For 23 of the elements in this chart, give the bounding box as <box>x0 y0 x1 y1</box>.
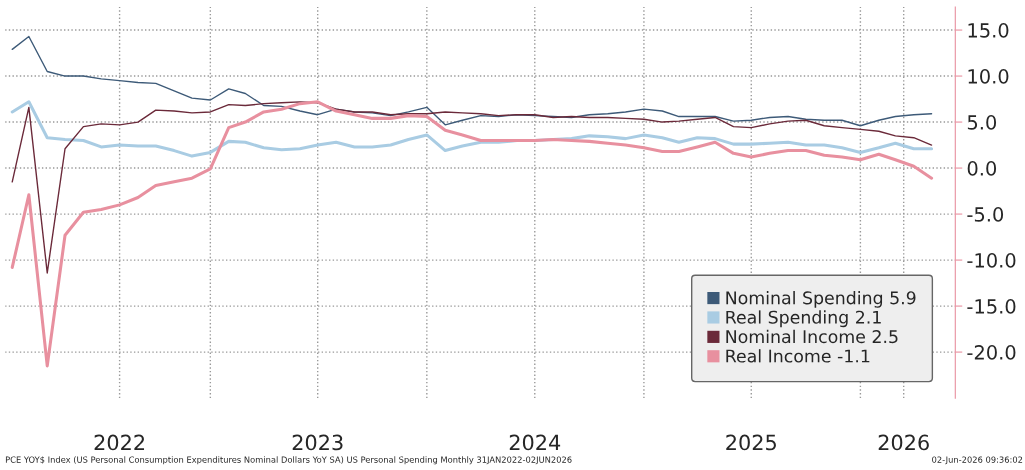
line-series <box>10 100 934 158</box>
text: 02-Jun-2026 09:36:02 <box>932 456 1023 465</box>
y-tick-label: -15.0 <box>967 299 1016 314</box>
legend-label: Nominal Income 2.5 <box>726 329 898 344</box>
y-tick-label: 10.0 <box>968 69 1009 84</box>
x-tick-label: 2024 <box>509 434 561 451</box>
legend-label: Nominal Spending 5.9 <box>726 290 916 308</box>
y-tick-label: 5.0 <box>967 115 997 130</box>
line-series <box>11 101 933 274</box>
x-tick-label: 2022 <box>94 434 145 451</box>
x-tick-label: 2025 <box>726 434 776 451</box>
line-series <box>10 100 934 368</box>
y-tick-label: -20.0 <box>967 345 1016 360</box>
y-tick-label: 15.0 <box>968 23 1009 38</box>
x-tick-label: 2026 <box>878 434 929 451</box>
legend-label: Real Spending 2.1 <box>726 310 881 328</box>
text: PCE YOY$ Index (US Personal Consumption Expenditures Nominal Dollars YoY SA) US Personal Spending Monthly 31JAN2022-02JUN2026 <box>5 456 572 465</box>
y-tick-label: -5.0 <box>967 207 1004 222</box>
x-tick-label: 2023 <box>292 434 343 451</box>
y-tick-label: 0.0 <box>967 161 997 176</box>
y-tick-label: -10.0 <box>967 253 1016 268</box>
legend-label: Real Income -1.1 <box>726 349 870 363</box>
line-series <box>11 35 933 127</box>
